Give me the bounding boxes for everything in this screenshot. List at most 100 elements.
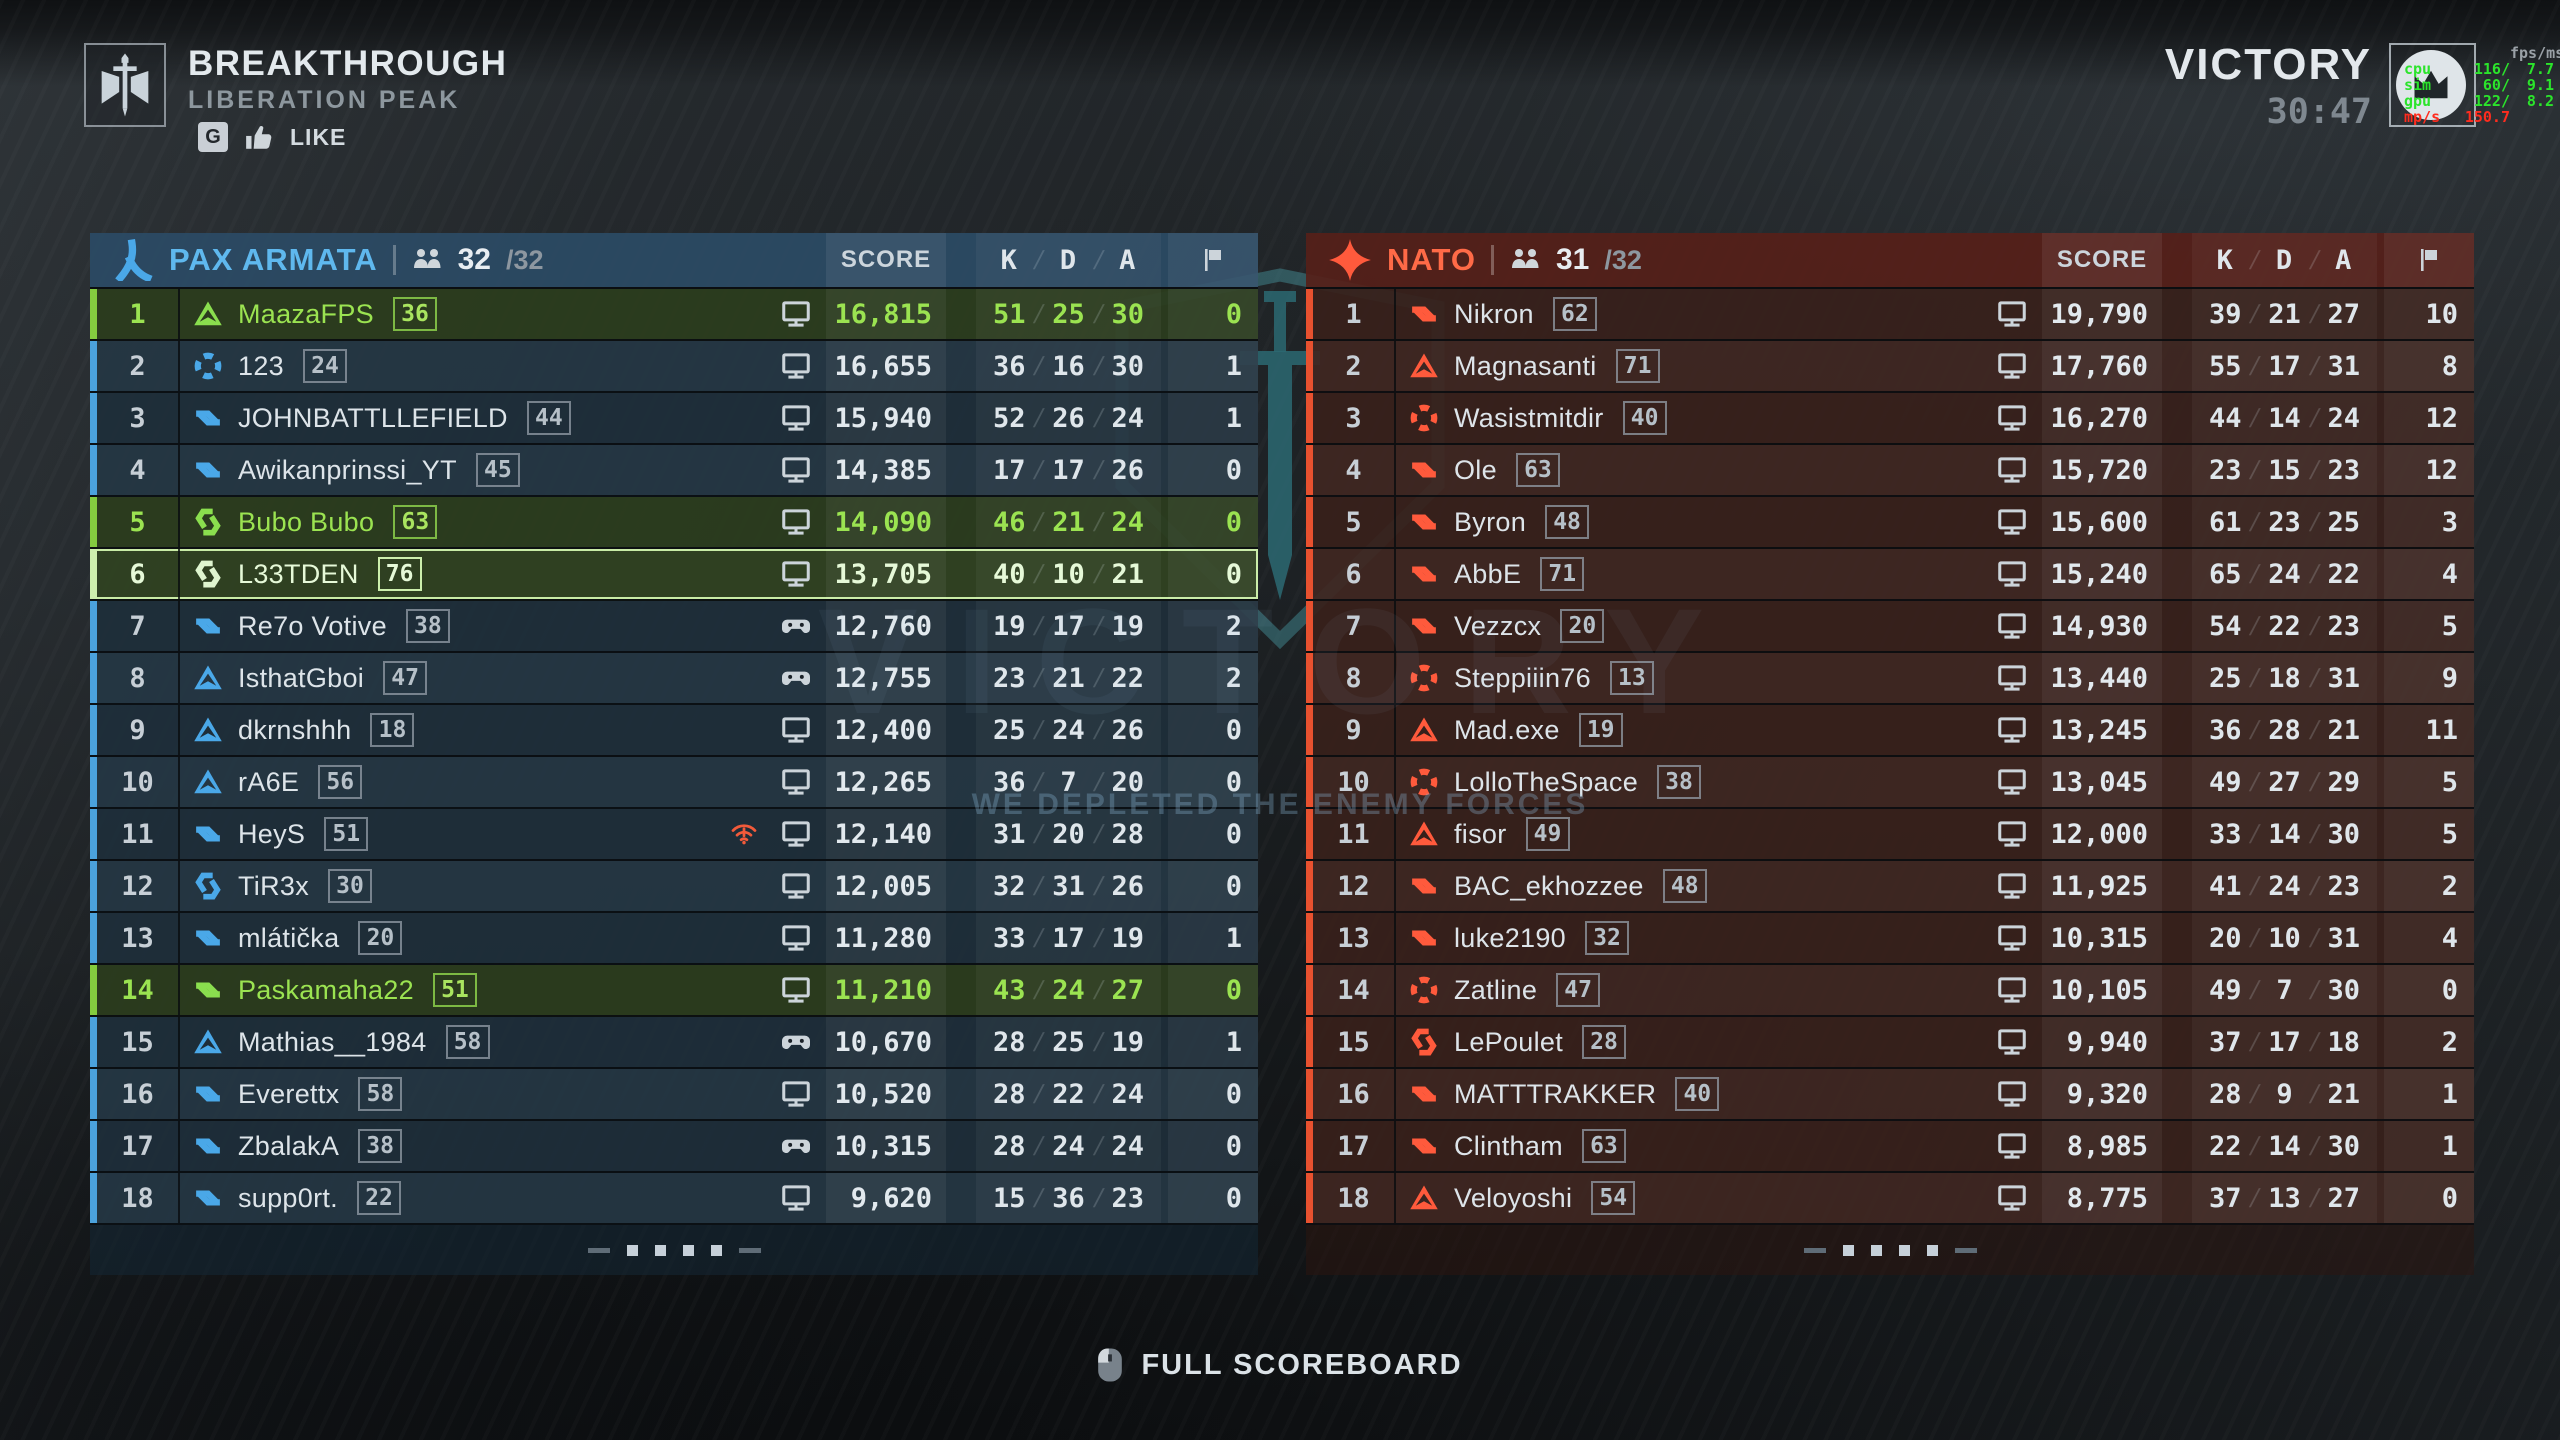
platform-icon bbox=[780, 1080, 812, 1108]
platform-icon bbox=[1996, 1132, 2028, 1160]
player-flag-captures: 2 bbox=[1168, 601, 1258, 651]
squad-color-strip bbox=[90, 809, 97, 859]
player-level-badge: 30 bbox=[328, 869, 373, 903]
player-rank: 11 bbox=[97, 809, 180, 859]
player-rank: 6 bbox=[1313, 549, 1396, 599]
player-level-badge: 58 bbox=[358, 1077, 403, 1111]
player-row[interactable]: 18 supp0rt. 22 9,620 15/36/23 0 bbox=[90, 1173, 1258, 1225]
squad-color-strip bbox=[1306, 809, 1313, 859]
player-score: 13,245 bbox=[2042, 705, 2162, 755]
player-row[interactable]: 4 Ole 63 15,720 23/15/23 12 bbox=[1306, 445, 2474, 497]
squad-color-strip bbox=[90, 705, 97, 755]
player-row[interactable]: 2 123 24 16,655 36/16/30 1 bbox=[90, 341, 1258, 393]
player-row[interactable]: 16 Everettx 58 10,520 28/22/24 0 bbox=[90, 1069, 1258, 1121]
player-row[interactable]: 17 Clintham 63 8,985 22/14/30 1 bbox=[1306, 1121, 2474, 1173]
player-row[interactable]: 16 MATTTRAKKER 40 9,320 28/9/21 1 bbox=[1306, 1069, 2474, 1121]
player-row[interactable]: 7 Re7o Votive 38 12,760 19/17/19 2 bbox=[90, 601, 1258, 653]
player-row[interactable]: 11 fisor 49 12,000 33/14/30 5 bbox=[1306, 809, 2474, 861]
player-row[interactable]: 8 IsthatGboi 47 12,755 23/21/22 2 bbox=[90, 653, 1258, 705]
pagination-next[interactable] bbox=[738, 1247, 761, 1253]
like-control[interactable]: G LIKE bbox=[198, 122, 346, 152]
pagination-prev[interactable] bbox=[587, 1247, 610, 1253]
player-row[interactable]: 13 mlátička 20 11,280 33/17/19 1 bbox=[90, 913, 1258, 965]
platform-icon bbox=[1996, 924, 2028, 952]
pagination-prev[interactable] bbox=[1803, 1247, 1826, 1253]
squad-icon bbox=[1409, 819, 1439, 849]
player-score: 10,670 bbox=[826, 1017, 946, 1067]
perf-gpu-line: gpu 122/8.2 bbox=[2404, 92, 2554, 110]
pagination-dot[interactable] bbox=[626, 1244, 638, 1256]
player-flag-captures: 4 bbox=[2384, 549, 2474, 599]
player-row[interactable]: 6 L33TDEN 76 13,705 40/10/21 0 bbox=[90, 549, 1258, 601]
squad-icon bbox=[1409, 715, 1439, 745]
player-row[interactable]: 4 Awikanprinssi_YT 45 14,385 17/17/26 0 bbox=[90, 445, 1258, 497]
player-row[interactable]: 10 LolloTheSpace 38 13,045 49/27/29 5 bbox=[1306, 757, 2474, 809]
player-flag-captures: 0 bbox=[1168, 445, 1258, 495]
player-row[interactable]: 11 HeyS 51 12,140 31/20/28 0 bbox=[90, 809, 1258, 861]
nato-star-icon bbox=[1329, 239, 1371, 281]
player-row[interactable]: 2 Magnasanti 71 17,760 55/17/31 8 bbox=[1306, 341, 2474, 393]
player-kda: 36/28/21 bbox=[2192, 705, 2377, 755]
player-row[interactable]: 5 Byron 48 15,600 61/23/25 3 bbox=[1306, 497, 2474, 549]
player-row[interactable]: 3 Wasistmitdir 40 16,270 44/14/24 12 bbox=[1306, 393, 2474, 445]
squad-color-strip bbox=[90, 497, 97, 547]
platform-icon bbox=[1996, 612, 2028, 640]
player-name: Vezzcx bbox=[1454, 610, 1542, 641]
squad-icon bbox=[193, 819, 223, 849]
squad-color-strip bbox=[1306, 1121, 1313, 1171]
player-flag-captures: 12 bbox=[2384, 445, 2474, 495]
player-rank: 5 bbox=[97, 497, 180, 547]
player-row[interactable]: 18 Veloyoshi 54 8,775 37/13/27 0 bbox=[1306, 1173, 2474, 1225]
player-name: Zatline bbox=[1454, 974, 1538, 1005]
player-row[interactable]: 6 AbbE 71 15,240 65/24/22 4 bbox=[1306, 549, 2474, 601]
player-flag-captures: 0 bbox=[1168, 289, 1258, 339]
player-row[interactable]: 1 MaazaFPS 36 16,815 51/25/30 0 bbox=[90, 289, 1258, 341]
platform-icon bbox=[780, 456, 812, 484]
player-row[interactable]: 3 JOHNBATTLLEFIELD 44 15,940 52/26/24 1 bbox=[90, 393, 1258, 445]
player-name: Nikron bbox=[1454, 298, 1534, 329]
player-row[interactable]: 12 BAC_ekhozzee 48 11,925 41/24/23 2 bbox=[1306, 861, 2474, 913]
pagination-dot[interactable] bbox=[654, 1244, 666, 1256]
player-name: Mathias__1984 bbox=[238, 1026, 427, 1057]
player-score: 12,265 bbox=[826, 757, 946, 807]
player-row[interactable]: 1 Nikron 62 19,790 39/21/27 10 bbox=[1306, 289, 2474, 341]
full-scoreboard-label: FULL SCOREBOARD bbox=[1141, 1348, 1463, 1381]
player-row[interactable]: 8 Steppiiin76 13 13,440 25/18/31 9 bbox=[1306, 653, 2474, 705]
player-flag-captures: 0 bbox=[1168, 549, 1258, 599]
player-name: ZbalakA bbox=[238, 1130, 340, 1161]
player-score: 14,090 bbox=[826, 497, 946, 547]
player-row[interactable]: 13 luke2190 32 10,315 20/10/31 4 bbox=[1306, 913, 2474, 965]
pagination[interactable] bbox=[90, 1225, 1258, 1275]
player-row[interactable]: 14 Zatline 47 10,105 49/7/30 0 bbox=[1306, 965, 2474, 1017]
pagination-next[interactable] bbox=[1954, 1247, 1977, 1253]
pagination-dot[interactable] bbox=[1842, 1244, 1854, 1256]
player-level-badge: 76 bbox=[377, 557, 422, 591]
pagination-dot[interactable] bbox=[710, 1244, 722, 1256]
player-rank: 15 bbox=[1313, 1017, 1396, 1067]
player-row[interactable]: 15 LePoulet 28 9,940 37/17/18 2 bbox=[1306, 1017, 2474, 1069]
player-name: Magnasanti bbox=[1454, 350, 1597, 381]
full-scoreboard-control[interactable]: FULL SCOREBOARD bbox=[0, 1347, 2560, 1383]
player-row[interactable]: 7 Vezzcx 20 14,930 54/22/23 5 bbox=[1306, 601, 2474, 653]
player-row[interactable]: 14 Paskamaha22 51 11,210 43/24/27 0 bbox=[90, 965, 1258, 1017]
pagination-dot[interactable] bbox=[1898, 1244, 1910, 1256]
player-flag-captures: 2 bbox=[1168, 653, 1258, 703]
player-row[interactable]: 15 Mathias__1984 58 10,670 28/25/19 1 bbox=[90, 1017, 1258, 1069]
pagination-dot[interactable] bbox=[1870, 1244, 1882, 1256]
player-row[interactable]: 9 Mad.exe 19 13,245 36/28/21 11 bbox=[1306, 705, 2474, 757]
player-row[interactable]: 17 ZbalakA 38 10,315 28/24/24 0 bbox=[90, 1121, 1258, 1173]
pagination[interactable] bbox=[1306, 1225, 2474, 1275]
player-row[interactable]: 12 TiR3x 30 12,005 32/31/26 0 bbox=[90, 861, 1258, 913]
player-score: 16,270 bbox=[2042, 393, 2162, 443]
pagination-dot[interactable] bbox=[1926, 1244, 1938, 1256]
pagination-dot[interactable] bbox=[682, 1244, 694, 1256]
player-row[interactable]: 5 Bubo Bubo 63 14,090 46/21/24 0 bbox=[90, 497, 1258, 549]
player-rank: 17 bbox=[97, 1121, 180, 1171]
player-level-badge: 47 bbox=[383, 661, 428, 695]
perf-mps-line: mp/s 150.7 bbox=[2404, 108, 2510, 126]
player-row[interactable]: 9 dkrnshhh 18 12,400 25/24/26 0 bbox=[90, 705, 1258, 757]
player-level-badge: 36 bbox=[392, 297, 437, 331]
squad-icon bbox=[193, 559, 223, 589]
player-row[interactable]: 10 rA6E 56 12,265 36/7/20 0 bbox=[90, 757, 1258, 809]
player-score: 12,760 bbox=[826, 601, 946, 651]
